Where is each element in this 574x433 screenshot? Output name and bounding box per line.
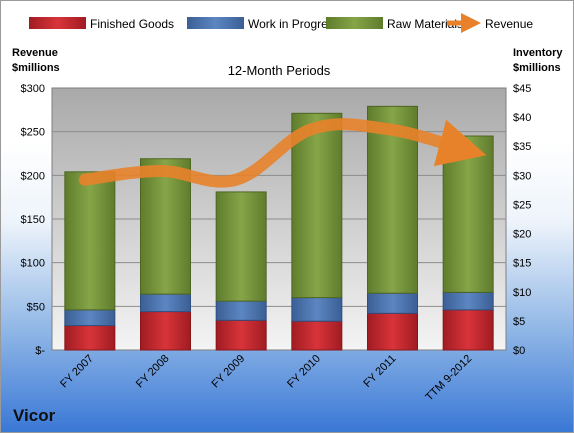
left-axis-title-line1: Revenue (12, 47, 58, 59)
bar-raw-materials (215, 191, 267, 302)
left-tick-label: $- (35, 345, 45, 357)
bar-finished-goods (64, 325, 116, 351)
bars (64, 105, 494, 351)
left-tick-label: $50 (27, 301, 45, 313)
x-tick-label: FY 2010 (285, 353, 323, 391)
right-tick-label: $25 (513, 199, 531, 211)
bar-finished-goods (140, 311, 191, 351)
legend-swatch-finished-goods (29, 17, 86, 29)
left-tick-label: $100 (21, 258, 45, 270)
revenue-point (387, 129, 388, 130)
bar-work-in-progress (140, 293, 191, 313)
right-axis-title-line1: Inventory (513, 47, 563, 59)
x-tick-label: FY 2008 (134, 353, 172, 391)
legend-swatch-raw-materials (326, 17, 383, 29)
right-tick-label: $40 (513, 112, 531, 124)
left-axis-ticks: $- $50 $100 $150 $200 $250 $300 (21, 83, 46, 357)
bar-raw-materials (140, 158, 191, 295)
legend-swatch-work-in-progress (187, 17, 244, 29)
bar-finished-goods (215, 319, 267, 351)
revenue-point (160, 170, 161, 171)
right-tick-label: $20 (513, 229, 531, 241)
x-tick-label: FY 2009 (210, 353, 248, 391)
chart-title: 12-Month Periods (228, 63, 331, 78)
revenue-point (84, 179, 85, 180)
right-axis-ticks: $0 $5 $10 $15 $20 $25 $30 $35 $40 $45 (513, 83, 531, 357)
right-tick-label: $35 (513, 141, 531, 153)
revenue-point (236, 179, 237, 180)
legend: Finished Goods Work in Progress Raw Mate… (29, 13, 533, 33)
revenue-line (78, 118, 487, 188)
bar-raw-materials (442, 135, 494, 293)
bar-work-in-progress (291, 297, 343, 322)
right-axis-title-line2: $millions (513, 62, 561, 74)
right-tick-label: $5 (513, 316, 525, 328)
bar-finished-goods (291, 320, 343, 351)
bar-work-in-progress (215, 300, 267, 321)
legend-label-finished-goods: Finished Goods (90, 17, 174, 31)
bar-finished-goods (367, 312, 418, 351)
legend-label-work-in-progress: Work in Progress (248, 17, 340, 31)
revenue-point (463, 149, 464, 150)
legend-label-revenue: Revenue (485, 17, 533, 31)
bar-work-in-progress (442, 291, 494, 311)
x-tick-label: TTM 9-2012 (423, 353, 474, 404)
right-tick-label: $15 (513, 258, 531, 270)
bar-raw-materials (64, 171, 116, 311)
left-axis-title-line2: $millions (12, 62, 60, 74)
company-name: Vicor (13, 406, 56, 425)
bar-finished-goods (442, 309, 494, 351)
legend-label-raw-materials: Raw Materials (387, 17, 463, 31)
revenue-point (311, 129, 312, 130)
right-tick-label: $30 (513, 170, 531, 182)
left-tick-label: $250 (21, 127, 45, 139)
right-tick-label: $10 (513, 287, 531, 299)
left-tick-label: $150 (21, 214, 45, 226)
bar-work-in-progress (367, 292, 418, 314)
x-axis-labels: FY 2007 FY 2008 FY 2009 FY 2010 FY 2011 TTM 9… (58, 353, 474, 404)
left-tick-label: $300 (21, 83, 45, 95)
right-tick-label: $0 (513, 345, 525, 357)
right-tick-label: $45 (513, 83, 531, 95)
x-tick-label: FY 2007 (58, 353, 96, 391)
bar-work-in-progress (64, 309, 116, 327)
bar-raw-materials (291, 112, 343, 299)
left-tick-label: $200 (21, 170, 45, 182)
x-tick-label: FY 2011 (361, 353, 398, 390)
revenue-series (78, 118, 487, 188)
